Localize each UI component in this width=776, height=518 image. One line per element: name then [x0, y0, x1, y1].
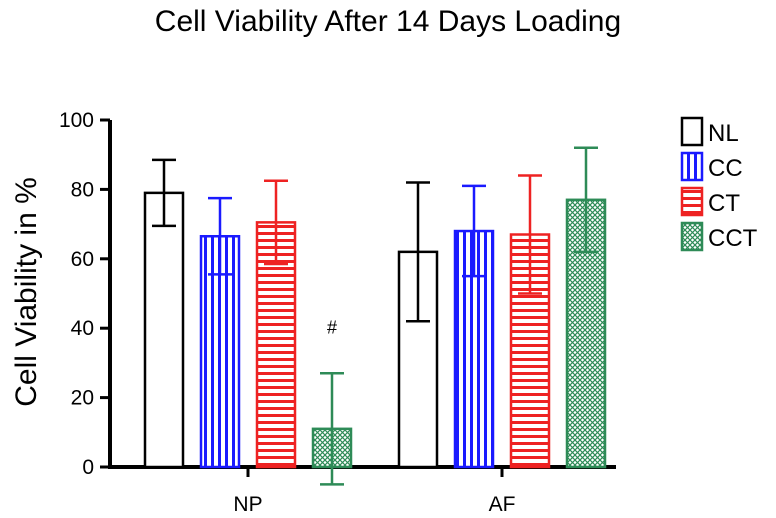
y-tick-label: 20	[71, 387, 94, 410]
legend-label-nl: NL	[708, 120, 739, 147]
x-tick-label: AF	[489, 493, 516, 516]
y-tick-label: 100	[59, 109, 94, 132]
legend-label-cct: CCT	[708, 225, 758, 252]
bar-nl-np	[143, 191, 185, 469]
legend-swatch-cc	[680, 151, 704, 182]
y-tick-label: 80	[71, 178, 94, 201]
legend-swatch-nl	[680, 116, 704, 147]
y-tick-label: 40	[71, 317, 94, 340]
y-tick-label: 60	[71, 248, 94, 271]
significance-annotation: #	[327, 317, 337, 337]
legend-label-cc: CC	[708, 155, 743, 182]
chart-title: Cell Viability After 14 Days Loading	[154, 5, 622, 38]
y-tick-label: 0	[82, 456, 94, 479]
x-tick-label: NP	[233, 493, 262, 516]
legend-label-ct: CT	[708, 190, 740, 217]
legend-swatch-cct	[680, 221, 704, 252]
legend-swatch-ct	[680, 186, 704, 217]
